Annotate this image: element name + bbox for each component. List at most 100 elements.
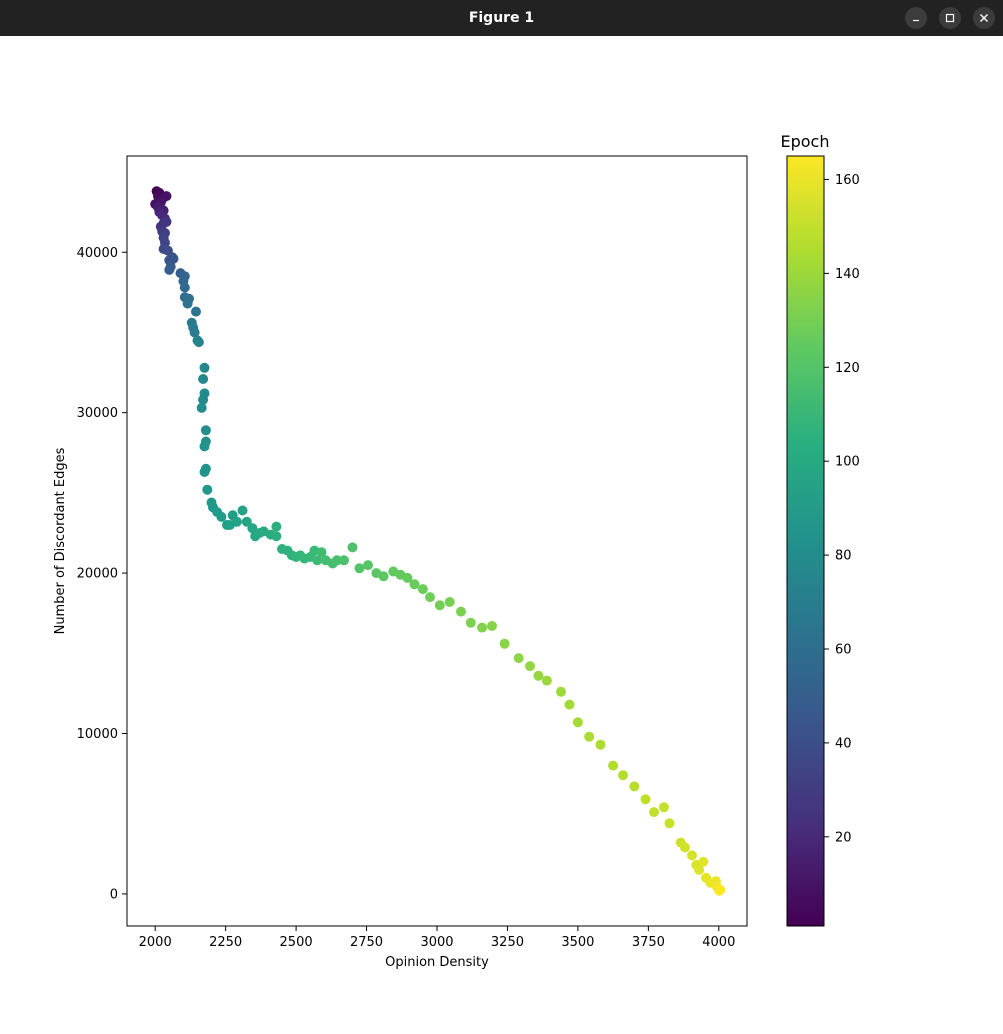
data-point	[640, 794, 651, 805]
data-point	[618, 770, 628, 781]
data-point	[191, 306, 201, 317]
data-point	[499, 638, 510, 649]
minimize-icon	[913, 19, 919, 22]
colorbar-tick-label: 20	[835, 830, 852, 845]
maximize-button[interactable]	[939, 7, 961, 29]
y-axis-label: Number of Discordant Edges	[53, 447, 68, 634]
data-point	[525, 661, 535, 672]
data-point	[198, 374, 209, 384]
data-point	[714, 885, 725, 896]
data-point	[664, 818, 675, 829]
y-tick-label: 0	[110, 887, 118, 902]
x-tick-label: 3250	[491, 935, 524, 950]
data-point	[182, 298, 193, 309]
data-point	[649, 807, 659, 818]
x-tick-label: 2500	[280, 935, 313, 950]
data-point	[487, 621, 497, 631]
colorbar-title: Epoch	[781, 132, 830, 151]
data-point	[694, 864, 705, 875]
scatter-chart: 2000 2250 2500 2750 3000 3250 3500 3750 4000 0 10…	[53, 132, 860, 970]
data-point	[199, 362, 210, 373]
data-point	[456, 606, 466, 617]
data-point	[168, 253, 179, 264]
y-tick-label: 20000	[77, 567, 118, 582]
data-point	[572, 717, 583, 728]
colorbar-tick-label: 140	[835, 267, 860, 282]
data-point	[189, 327, 200, 338]
data-point	[465, 617, 476, 628]
data-point	[193, 337, 204, 348]
x-axis-label: Opinion Density	[385, 955, 489, 970]
y-tick-label: 40000	[77, 246, 118, 261]
maximize-icon	[945, 13, 955, 23]
x-tick-label: 4000	[702, 935, 735, 950]
data-point	[658, 802, 669, 813]
x-axis: 2000 2250 2500 2750 3000 3250 3500 3750 4000	[139, 926, 735, 950]
data-point	[513, 653, 524, 664]
data-point	[402, 572, 413, 583]
data-point	[608, 760, 619, 771]
data-point	[680, 842, 690, 853]
data-point	[556, 686, 566, 697]
x-tick-label: 3000	[420, 935, 453, 950]
data-point	[409, 579, 420, 590]
data-point	[564, 699, 575, 710]
x-tick-label: 2250	[209, 935, 242, 950]
data-point	[417, 584, 428, 595]
colorbar-tick-label: 160	[835, 173, 860, 188]
x-tick-label: 3750	[632, 935, 665, 950]
data-point	[199, 441, 210, 452]
colorbar-tick-label: 60	[835, 642, 852, 657]
data-point	[198, 394, 209, 405]
colorbar	[786, 155, 825, 927]
data-point	[237, 505, 248, 516]
data-point	[161, 216, 172, 227]
data-point	[698, 856, 709, 867]
data-point	[316, 547, 327, 558]
data-point	[164, 264, 175, 275]
window-title: Figure 1	[468, 10, 535, 26]
data-point	[584, 731, 595, 742]
points-layer	[150, 186, 726, 896]
figure-canvas: 2000 2250 2500 2750 3000 3250 3500 3750 4000 0 10…	[2, 36, 1001, 1032]
data-point	[477, 622, 488, 633]
data-point	[196, 402, 207, 413]
data-point	[247, 523, 258, 534]
data-point	[312, 555, 323, 566]
x-tick-label: 2750	[350, 935, 383, 950]
data-point	[378, 571, 389, 582]
data-point	[231, 516, 242, 527]
minimize-button[interactable]	[905, 7, 927, 29]
data-point	[444, 597, 455, 607]
data-point	[541, 675, 552, 686]
data-point	[202, 484, 213, 495]
data-point	[200, 425, 211, 436]
data-point	[595, 739, 606, 750]
data-point	[332, 555, 342, 566]
data-point	[434, 600, 445, 611]
data-point	[363, 560, 373, 571]
data-point	[271, 521, 282, 532]
data-point	[629, 781, 640, 792]
x-tick-label: 3500	[561, 935, 594, 950]
data-point	[216, 511, 227, 522]
data-point	[271, 531, 282, 542]
colorbar-tick-label: 40	[835, 736, 852, 751]
y-axis: 0 10000 20000 30000 40000	[77, 246, 127, 902]
colorbar-tick-label: 80	[835, 549, 852, 564]
y-tick-label: 30000	[77, 406, 118, 421]
colorbar-tick-label: 120	[835, 361, 860, 376]
colorbar-tick-label: 100	[835, 455, 860, 470]
colorbar-axis: 20 40 60 80 100 120 140 160	[824, 173, 860, 845]
title-bar[interactable]: Figure 1	[0, 0, 1003, 36]
y-tick-label: 10000	[77, 727, 118, 742]
data-point	[533, 670, 544, 681]
close-button[interactable]	[973, 7, 995, 29]
data-point	[354, 563, 365, 574]
data-point	[687, 850, 697, 861]
data-point	[425, 592, 435, 603]
data-point	[179, 282, 190, 293]
data-point	[339, 555, 349, 566]
data-point	[347, 542, 358, 553]
